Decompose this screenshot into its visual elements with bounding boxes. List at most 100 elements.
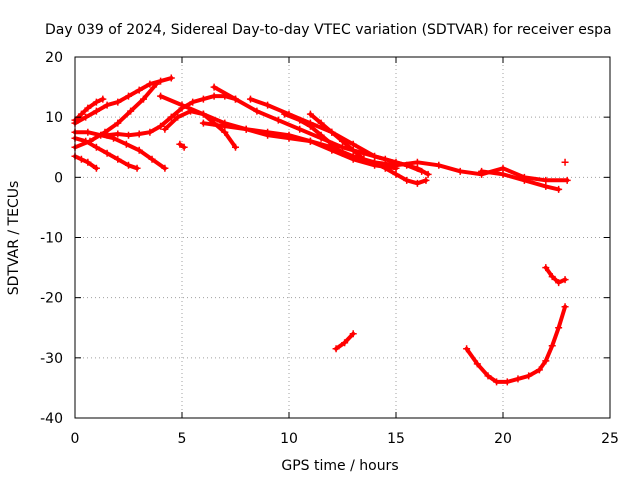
- data-point: [122, 140, 130, 148]
- data-point: [152, 80, 160, 88]
- y-tick-label: -10: [40, 231, 63, 247]
- x-axis: 0 5 10 15 20 25: [71, 57, 619, 447]
- data-point: [478, 167, 486, 175]
- data-point: [561, 158, 569, 166]
- data-point: [86, 137, 94, 145]
- chart-title: Day 039 of 2024, Sidereal Day-to-day VTE…: [45, 22, 612, 38]
- grid-lines: [75, 57, 610, 418]
- data-point: [349, 330, 357, 338]
- data-point: [82, 113, 90, 121]
- data-point: [456, 167, 464, 175]
- data-point: [161, 125, 169, 133]
- data-point: [341, 339, 349, 347]
- y-tick-label: -30: [40, 351, 63, 367]
- data-point: [114, 130, 122, 138]
- data-point: [499, 170, 507, 178]
- data-point: [246, 95, 254, 103]
- data-point: [328, 140, 336, 148]
- data-point: [548, 342, 556, 350]
- data-point: [232, 95, 239, 103]
- data-point: [542, 357, 550, 365]
- data-point: [306, 137, 314, 145]
- data-point: [403, 176, 411, 184]
- data-point: [392, 158, 400, 166]
- data-point: [77, 110, 85, 118]
- data-point: [264, 101, 272, 109]
- data-point: [328, 146, 336, 154]
- data-point: [125, 161, 132, 169]
- data-point: [381, 164, 389, 172]
- data-point: [199, 95, 207, 103]
- series-s19: [542, 264, 569, 287]
- data-series: [71, 74, 571, 386]
- x-tick-label: 20: [494, 431, 512, 447]
- data-point: [339, 137, 346, 145]
- x-axis-label: GPS time / hours: [281, 458, 398, 474]
- data-point: [296, 125, 304, 133]
- data-point: [392, 170, 400, 178]
- y-tick-label: 10: [45, 110, 63, 126]
- data-point: [332, 345, 340, 353]
- data-point: [563, 176, 571, 184]
- data-point: [499, 164, 507, 172]
- data-point: [503, 378, 511, 386]
- data-point: [84, 128, 92, 136]
- data-point: [306, 110, 314, 118]
- data-point: [92, 107, 100, 115]
- data-point: [296, 116, 304, 124]
- series-s18: [463, 303, 569, 386]
- data-point: [77, 155, 85, 163]
- data-point: [463, 345, 471, 353]
- data-point: [157, 92, 165, 100]
- data-point: [413, 164, 421, 172]
- data-point: [167, 74, 175, 82]
- series-s20: [561, 158, 569, 166]
- data-point: [146, 80, 154, 88]
- data-point: [114, 155, 122, 163]
- y-tick-label: 20: [45, 50, 63, 66]
- x-tick-label: 5: [178, 431, 187, 447]
- y-tick-label: 0: [54, 170, 63, 186]
- data-point: [525, 372, 533, 380]
- data-point: [161, 164, 169, 172]
- data-point: [146, 128, 154, 136]
- data-point: [413, 179, 421, 187]
- data-point: [199, 110, 207, 118]
- series-s7: [103, 92, 239, 139]
- data-point: [339, 143, 346, 151]
- data-point: [555, 279, 563, 287]
- series-s8: [157, 92, 571, 184]
- x-tick-label: 10: [280, 431, 298, 447]
- data-point: [473, 360, 481, 368]
- data-point: [484, 372, 492, 380]
- data-point: [328, 128, 336, 136]
- data-point: [542, 264, 550, 272]
- data-point: [135, 146, 143, 154]
- data-point: [103, 131, 111, 139]
- series-s13: [281, 110, 346, 157]
- data-point: [133, 164, 141, 172]
- data-point: [139, 95, 147, 103]
- data-point: [264, 128, 272, 136]
- y-axis: -40 -30 -20 -10 0 10 20: [40, 50, 610, 427]
- data-point: [232, 143, 239, 151]
- data-point: [135, 130, 143, 138]
- data-point: [424, 170, 432, 178]
- data-point: [114, 119, 122, 127]
- data-point: [157, 122, 165, 130]
- data-point: [360, 155, 368, 163]
- series-s2: [71, 95, 107, 124]
- data-point: [371, 158, 379, 166]
- data-point: [339, 149, 346, 157]
- series-line: [308, 112, 366, 162]
- y-tick-label: -20: [40, 291, 63, 307]
- data-point: [548, 273, 556, 281]
- data-point: [135, 86, 143, 94]
- series-s14: [306, 110, 368, 163]
- data-point: [242, 125, 250, 133]
- data-point: [542, 176, 550, 184]
- data-point: [306, 122, 314, 130]
- data-point: [210, 92, 218, 100]
- data-point: [127, 107, 135, 115]
